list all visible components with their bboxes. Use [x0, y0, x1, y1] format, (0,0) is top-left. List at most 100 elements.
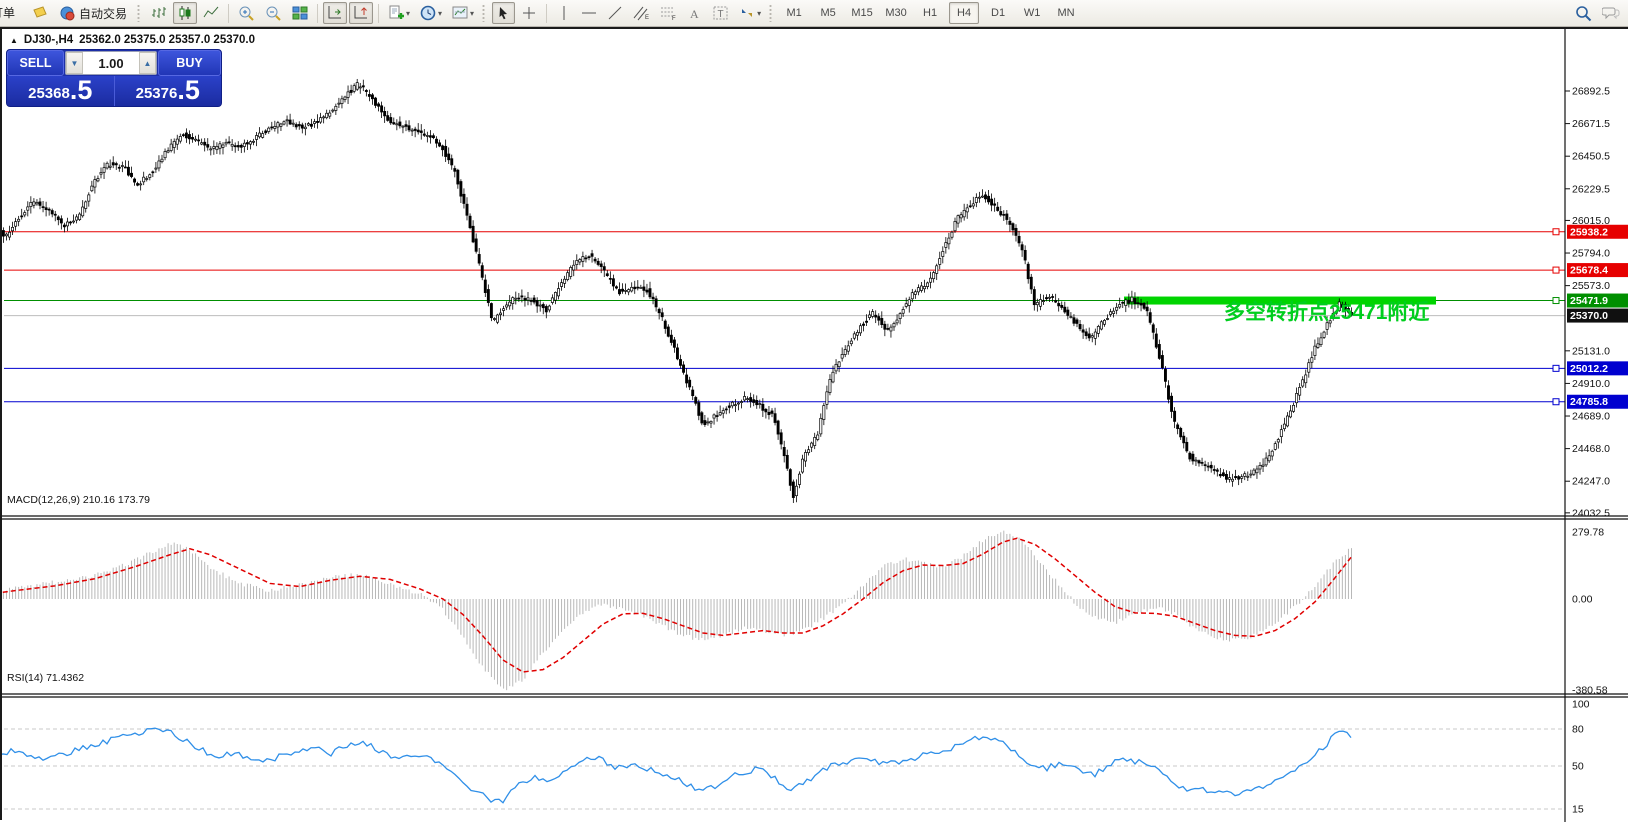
arrows-button[interactable]: ▾ [735, 2, 765, 24]
candle-body [832, 372, 834, 382]
candle-body [978, 197, 980, 198]
candle-body [435, 139, 437, 143]
line-chart-button[interactable] [199, 2, 223, 24]
candle-body [21, 216, 23, 217]
timeframe-w1[interactable]: W1 [1017, 2, 1047, 24]
candle-body [722, 411, 724, 414]
candle-body [1167, 386, 1169, 400]
candle-body [884, 324, 886, 329]
rsi-label: RSI(14) 71.4362 [7, 672, 84, 684]
fibonacci-button[interactable]: F [656, 2, 681, 24]
timeframe-m15[interactable]: M15 [847, 2, 877, 24]
chart-shift-button[interactable] [349, 2, 373, 24]
timeframe-m5[interactable]: M5 [813, 2, 843, 24]
candle-body [454, 169, 456, 172]
chart-header: ▲ DJ30-,H4 25362.0 25375.0 25357.0 25370… [10, 34, 255, 46]
candle-body [335, 106, 337, 110]
bar-chart-button[interactable] [147, 2, 171, 24]
candle-body [307, 124, 309, 125]
add-indicator-button[interactable]: ▾ [384, 2, 414, 24]
toolbar-separator [317, 4, 318, 23]
candle-body [115, 164, 117, 165]
crosshair-button[interactable] [517, 2, 541, 24]
volume-value[interactable]: 1.00 [83, 52, 139, 74]
text-label-button[interactable]: T [708, 2, 733, 24]
trendline-button[interactable] [603, 2, 627, 24]
candle-body [198, 140, 200, 141]
candle-body [268, 128, 270, 131]
autotrade-button[interactable]: 自动交易 [54, 2, 133, 24]
candle-body [1140, 303, 1142, 305]
chart-canvas[interactable]: 26892.526671.526450.526229.526015.025794… [2, 29, 1628, 822]
candle-body [576, 260, 578, 264]
candle-body [1323, 332, 1325, 337]
candle-body [338, 103, 340, 104]
candle-body [1061, 305, 1063, 307]
candle-body [1116, 307, 1118, 310]
candle-body [1097, 326, 1099, 333]
timeframe-m30[interactable]: M30 [881, 2, 911, 24]
candle-body [1198, 461, 1200, 463]
candle-body [707, 422, 709, 423]
timeframe-d1[interactable]: D1 [983, 2, 1013, 24]
annotation-text[interactable]: 多空转折点25471附近 [1224, 296, 1429, 326]
candle-body [295, 125, 297, 127]
chat-icon[interactable] [1598, 2, 1624, 24]
cursor-button[interactable] [492, 2, 515, 24]
candle-body [121, 166, 123, 167]
candle-body [582, 257, 584, 262]
periods-clock-button[interactable]: ▾ [416, 2, 446, 24]
candle-body [1012, 224, 1014, 230]
channel-button[interactable]: E [629, 2, 654, 24]
candle-body [1320, 338, 1322, 345]
candle-body [341, 99, 343, 104]
buy-button[interactable]: BUY [158, 50, 221, 76]
timeframe-h1[interactable]: H1 [915, 2, 945, 24]
candle-body [597, 261, 599, 264]
candle-body [399, 122, 401, 126]
zoom-in-button[interactable] [234, 2, 259, 24]
note-icon[interactable] [28, 2, 52, 24]
volume-increase-button[interactable]: ▲ [139, 52, 156, 74]
timeframe-mn[interactable]: MN [1051, 2, 1081, 24]
candle-body [615, 287, 617, 288]
candle-body [1164, 369, 1166, 381]
search-icon[interactable] [1571, 2, 1596, 24]
volume-decrease-button[interactable]: ▼ [66, 52, 83, 74]
candle-body [503, 309, 505, 311]
tile-windows-button[interactable] [288, 2, 312, 24]
collapse-triangle-icon[interactable]: ▲ [10, 36, 18, 45]
horizontal-line-button[interactable] [577, 2, 601, 24]
candle-body [823, 406, 825, 420]
candle-body [152, 172, 154, 173]
candle-body [951, 232, 953, 237]
candle-body [1302, 380, 1304, 386]
auto-scroll-button[interactable] [323, 2, 347, 24]
candle-body [923, 286, 925, 288]
buy-price[interactable]: 25376 .5 [114, 76, 222, 106]
price-axis-label: 24247.0 [1572, 476, 1610, 488]
candle-body [603, 267, 605, 270]
sell-button[interactable]: SELL [7, 50, 64, 76]
candle-body [1137, 303, 1139, 304]
candle-body [27, 207, 29, 210]
zoom-out-button[interactable] [261, 2, 286, 24]
candle-body [442, 146, 444, 150]
candle-body [82, 207, 84, 216]
candle-body [246, 142, 248, 144]
candlestick-button[interactable] [173, 2, 197, 24]
autotrade-icon [60, 6, 75, 21]
vertical-line-button[interactable] [552, 2, 575, 24]
text-button[interactable]: A [683, 2, 706, 24]
timeframe-h4[interactable]: H4 [949, 2, 979, 24]
order-button[interactable]: 订单 [0, 4, 26, 22]
candle-body [960, 215, 962, 218]
timeframe-m1[interactable]: M1 [779, 2, 809, 24]
candle-body [600, 264, 602, 267]
candle-body [1299, 387, 1301, 395]
sell-price[interactable]: 25368 .5 [7, 76, 114, 106]
template-button[interactable]: ▾ [448, 2, 478, 24]
candle-body [625, 290, 627, 291]
candle-body [499, 313, 501, 315]
